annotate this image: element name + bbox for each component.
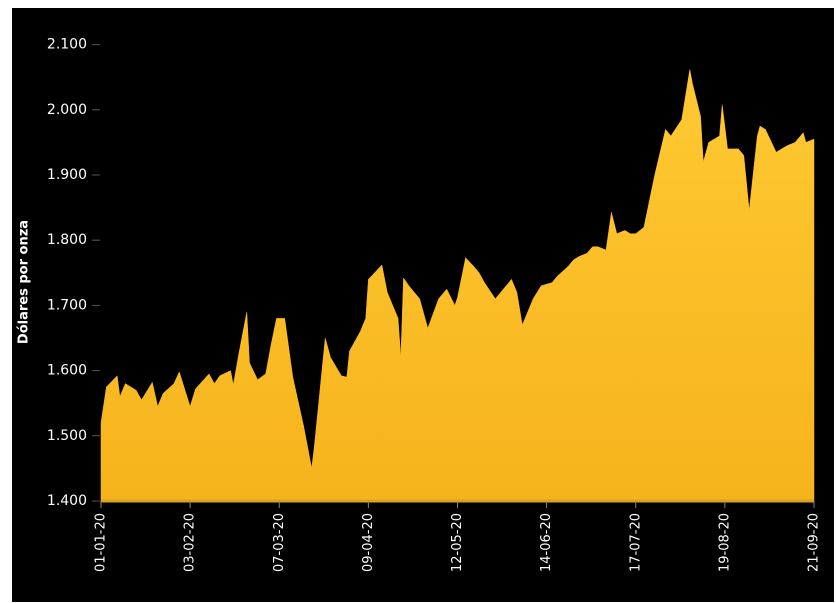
x-tick-label: 21-09-20 [807,513,822,572]
x-tick-label: 17-07-20 [628,513,643,572]
y-tick-label: 1.700 [47,297,87,313]
x-tick-label: 09-04-20 [361,513,376,572]
y-tick-label: 2.000 [47,102,87,118]
area [100,69,815,502]
x-tick-label: 19-08-20 [717,513,732,572]
y-tick-label: 1.900 [47,167,87,183]
x-tick-label: 14-06-20 [539,513,554,572]
x-tick-label: 03-02-20 [183,513,198,572]
x-tick-label: 07-03-20 [272,513,287,572]
y-tick-label: 2.100 [47,37,87,53]
y-tick-label: 1.600 [47,363,87,379]
y-tick-label: 1.400 [47,493,87,509]
x-tick-label: 01-01-20 [94,513,109,572]
y-tick-label: 1.800 [47,232,87,248]
x-tick-label: 12-05-20 [450,513,465,572]
y-axis-label: Dólares por onza [17,220,32,344]
y-tick-label: 1.500 [47,428,87,444]
